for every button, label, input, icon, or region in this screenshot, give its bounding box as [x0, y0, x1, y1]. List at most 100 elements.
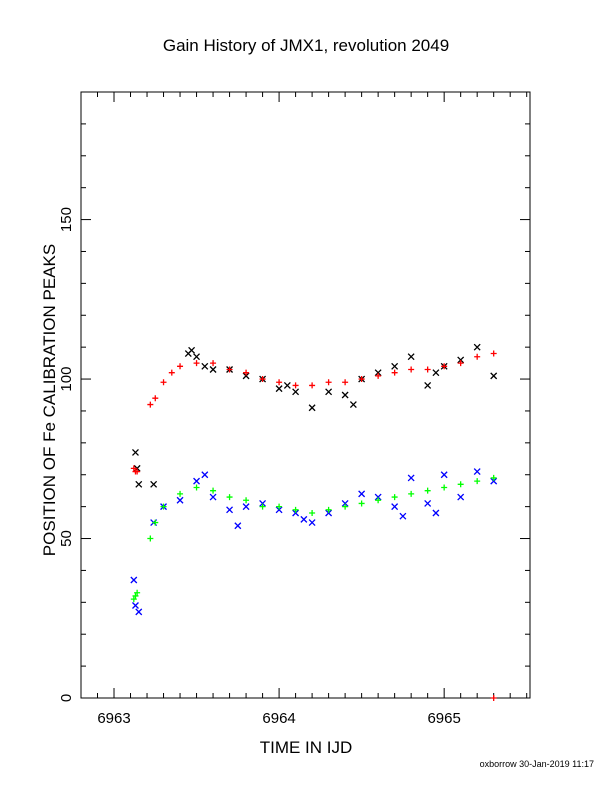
series-2	[130, 468, 498, 616]
data-point	[408, 366, 415, 373]
data-point	[342, 379, 349, 386]
data-point	[134, 468, 141, 475]
data-point	[130, 465, 137, 472]
data-point	[226, 494, 233, 501]
plot-frame	[80, 91, 531, 699]
data-point	[457, 493, 465, 501]
data-point	[309, 382, 316, 389]
data-point	[424, 381, 432, 389]
data-point	[490, 477, 498, 485]
data-point	[309, 510, 316, 517]
series-3	[130, 474, 497, 603]
data-point	[457, 481, 464, 488]
data-point	[473, 468, 481, 476]
data-point	[292, 506, 299, 513]
data-point	[358, 490, 366, 498]
data-point	[391, 503, 399, 511]
data-point	[325, 379, 332, 386]
data-point	[441, 363, 448, 370]
data-point	[342, 503, 349, 510]
data-point	[399, 512, 407, 520]
data-point	[358, 376, 365, 383]
data-point	[132, 592, 139, 599]
data-point	[135, 480, 143, 488]
y-tick-label: 100	[58, 367, 75, 392]
data-point	[243, 369, 250, 376]
data-point	[325, 388, 333, 396]
x-tick-label: 6963	[97, 710, 130, 727]
data-point	[391, 494, 398, 501]
data-point	[490, 695, 497, 701]
data-point	[407, 474, 415, 482]
data-point	[292, 382, 299, 389]
x-tick-label: 6965	[427, 710, 460, 727]
data-point	[193, 353, 201, 361]
data-point	[424, 366, 431, 373]
data-point	[147, 401, 154, 408]
data-point	[147, 535, 154, 542]
data-point	[490, 474, 497, 481]
data-point	[226, 506, 234, 514]
data-point	[276, 503, 283, 510]
data-point	[292, 388, 300, 396]
data-point	[130, 576, 138, 584]
data-point	[193, 484, 200, 491]
data-point	[457, 356, 465, 364]
data-point	[424, 487, 431, 494]
series-1	[130, 350, 497, 701]
chart-title: Gain History of JMX1, revolution 2049	[162, 36, 450, 55]
data-point	[243, 497, 250, 504]
axis-tick-labels: 0 50 100 150 6963 6964 6965	[58, 207, 461, 727]
x-tick-label: 6964	[262, 710, 295, 727]
data-point	[210, 487, 217, 494]
data-point	[341, 391, 349, 399]
data-point	[177, 363, 184, 370]
data-point	[408, 490, 415, 497]
data-point	[152, 519, 159, 526]
data-point	[391, 362, 399, 370]
data-point	[160, 379, 167, 386]
data-marks	[130, 343, 498, 701]
data-point	[391, 369, 398, 376]
data-point	[135, 608, 143, 616]
data-point	[457, 360, 464, 367]
data-point	[358, 500, 365, 507]
data-point	[292, 509, 300, 517]
data-point	[177, 490, 184, 497]
data-point	[375, 372, 382, 379]
data-point	[432, 369, 440, 377]
data-point	[234, 522, 242, 530]
data-point	[132, 602, 139, 609]
data-point	[150, 480, 158, 488]
y-tick-label: 150	[58, 207, 75, 232]
data-point	[259, 376, 266, 383]
data-point	[201, 362, 209, 370]
data-point	[375, 497, 382, 504]
data-point	[259, 503, 266, 510]
y-tick-label: 0	[58, 694, 75, 702]
data-point	[490, 350, 497, 357]
y-tick-label: 50	[58, 530, 75, 547]
data-point	[440, 471, 448, 479]
series-0	[132, 343, 498, 488]
data-point	[432, 509, 440, 517]
data-point	[424, 499, 432, 507]
data-point	[374, 493, 382, 501]
data-point	[441, 484, 448, 491]
data-point	[242, 372, 250, 380]
data-point	[152, 395, 159, 402]
data-point	[201, 471, 209, 479]
data-point	[209, 493, 217, 501]
data-point	[308, 404, 316, 412]
data-point	[474, 353, 481, 360]
data-point	[134, 589, 141, 596]
data-point	[474, 478, 481, 485]
data-point	[209, 366, 217, 373]
data-point	[193, 360, 200, 367]
data-point	[226, 366, 233, 373]
data-point	[210, 360, 217, 367]
data-point	[473, 343, 481, 351]
data-point	[341, 499, 349, 507]
data-point	[259, 499, 267, 507]
